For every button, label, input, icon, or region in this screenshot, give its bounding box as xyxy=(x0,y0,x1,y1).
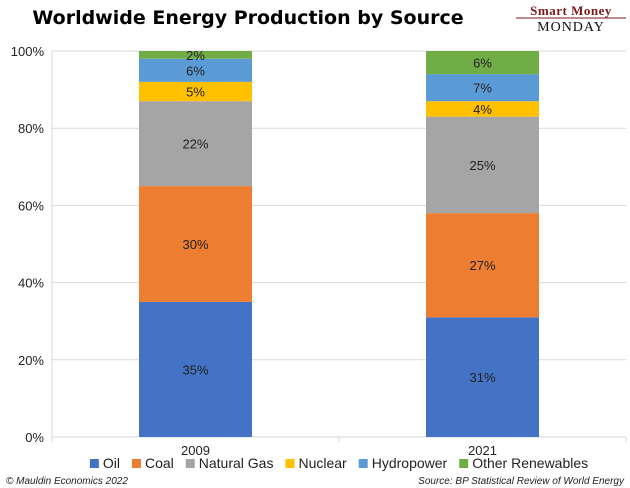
data-label: 22% xyxy=(182,137,208,152)
bar-segment xyxy=(426,51,539,75)
legend-item: Nuclear xyxy=(285,455,347,471)
legend-item: Natural Gas xyxy=(185,455,274,471)
bar-segment xyxy=(426,213,539,318)
legend-item: Coal xyxy=(131,455,174,471)
data-label: 6% xyxy=(473,56,492,71)
brand-logo: Smart Money MONDAY xyxy=(516,3,626,35)
y-tick-label: 100% xyxy=(11,44,45,59)
gridlines xyxy=(51,50,627,442)
bar-segment xyxy=(139,301,252,437)
y-tick-label: 40% xyxy=(18,276,44,291)
legend-swatch xyxy=(285,459,295,468)
legend-label: Nuclear xyxy=(298,455,347,471)
legend-swatch xyxy=(459,459,469,468)
bar-segment xyxy=(426,317,539,437)
data-label: 4% xyxy=(473,102,492,117)
source-text: Source: BP Statistical Review of World E… xyxy=(418,476,625,487)
chart-title: Worldwide Energy Production by Source xyxy=(32,7,463,29)
legend-swatch xyxy=(185,459,195,468)
legend-label: Oil xyxy=(103,455,120,471)
data-label: 6% xyxy=(186,63,205,78)
bar-segment xyxy=(426,74,539,102)
brand-line2: MONDAY xyxy=(537,20,605,35)
brand-line1: Smart Money xyxy=(530,3,612,18)
y-tick-label: 20% xyxy=(18,353,44,368)
bar-segment xyxy=(139,51,252,59)
data-label: 30% xyxy=(182,237,208,252)
x-axis-ticks: 2009 2021 xyxy=(181,443,497,458)
bar-segment xyxy=(426,116,539,214)
legend-item: Other Renewables xyxy=(459,455,588,471)
legend-item: Oil xyxy=(89,455,120,471)
y-axis-ticks: 0% 20% 40% 60% 80% 100% xyxy=(11,44,45,445)
bar-segment xyxy=(139,58,252,82)
y-tick-label: 80% xyxy=(18,121,44,136)
legend-label: Other Renewables xyxy=(472,455,588,471)
legend-swatch xyxy=(89,459,99,468)
data-label: 31% xyxy=(469,370,495,385)
x-tick-label: 2021 xyxy=(468,443,497,458)
data-label: 5% xyxy=(186,85,205,100)
legend-swatch xyxy=(131,459,141,468)
data-label: 25% xyxy=(469,158,495,173)
y-tick-label: 0% xyxy=(25,430,44,445)
copyright-text: © Mauldin Economics 2022 xyxy=(6,476,128,487)
legend-label: Coal xyxy=(145,455,174,471)
data-label: 35% xyxy=(182,362,208,377)
legend-item: Hydropower xyxy=(358,455,448,471)
bar-segment xyxy=(139,186,252,302)
legend-label: Hydropower xyxy=(372,455,448,471)
y-tick-label: 60% xyxy=(18,198,44,213)
bars: 35%30%22%5%6%2%31%27%25%4%7%6% xyxy=(139,48,539,437)
legend-label: Natural Gas xyxy=(199,455,274,471)
data-label: 7% xyxy=(473,81,492,96)
legend: Oil Coal Natural Gas Nuclear Hydropower Other… xyxy=(89,455,588,471)
legend-swatch xyxy=(358,459,368,468)
x-tick-label: 2009 xyxy=(181,443,210,458)
data-label: 27% xyxy=(469,258,495,273)
bar-segment xyxy=(426,101,539,117)
bar-segment xyxy=(139,81,252,102)
data-label: 2% xyxy=(186,48,205,63)
bar-segment xyxy=(139,101,252,187)
